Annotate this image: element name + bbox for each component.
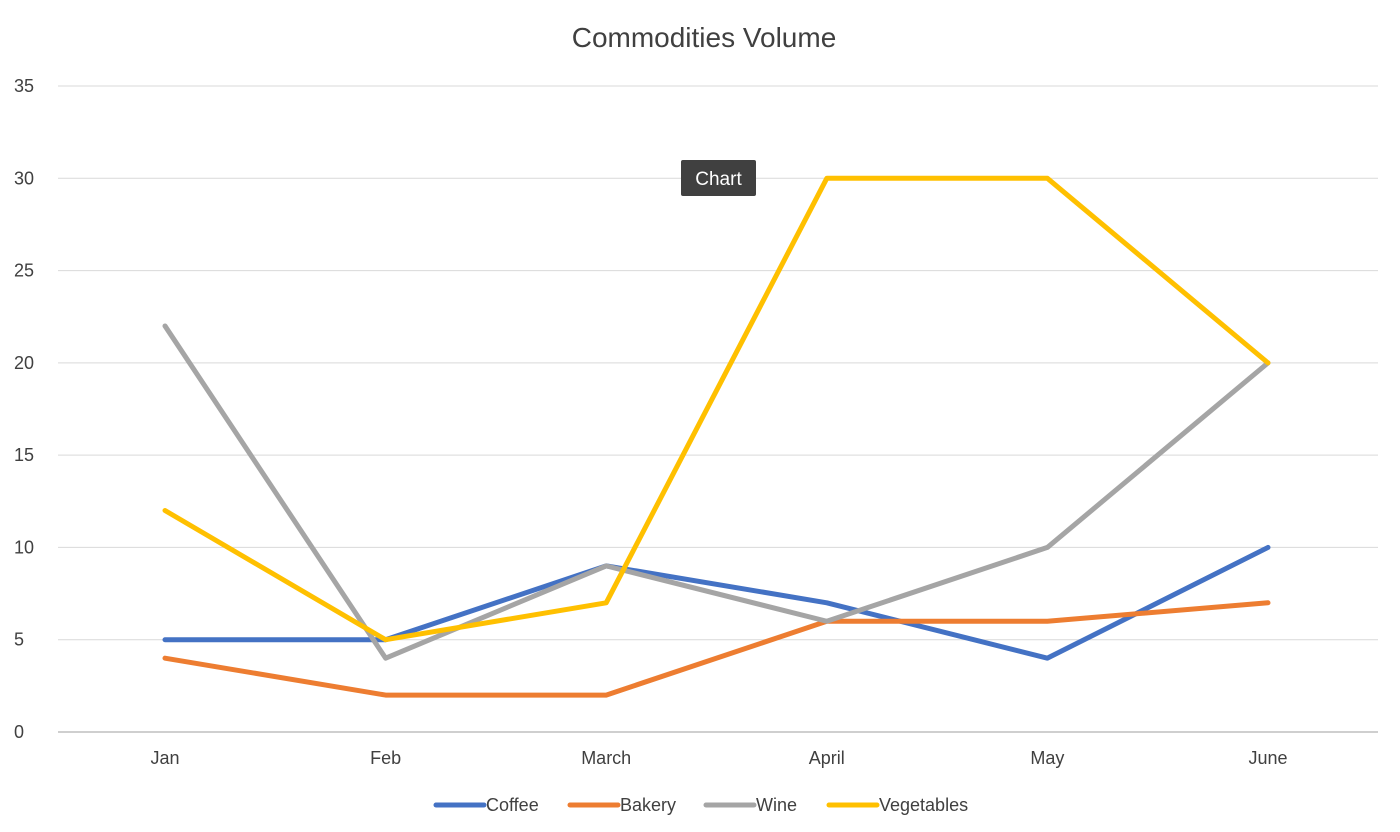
x-tick-label: June — [1248, 748, 1287, 768]
y-tick-label: 15 — [14, 445, 34, 465]
legend-item-bakery: Bakery — [567, 795, 676, 815]
legend-item-wine: Wine — [703, 795, 797, 815]
y-tick-label: 35 — [14, 76, 34, 96]
tooltip-box — [681, 160, 756, 196]
legend-item-coffee: Coffee — [433, 795, 539, 815]
chart-tooltip: Chart — [681, 160, 756, 196]
legend-label: Vegetables — [879, 795, 968, 815]
y-tick-label: 10 — [14, 537, 34, 557]
series-line-vegetables — [162, 175, 1271, 643]
tooltip-label: Chart — [695, 169, 742, 190]
x-tick-label: May — [1030, 748, 1064, 768]
series-line-wine — [162, 323, 1271, 661]
legend-label: Coffee — [486, 795, 539, 815]
y-tick-label: 30 — [14, 168, 34, 188]
series-lines — [162, 175, 1271, 698]
x-tick-label: Feb — [370, 748, 401, 768]
y-tick-label: 25 — [14, 261, 34, 281]
y-axis-ticks: 0 5 10 15 20 25 30 35 — [14, 76, 34, 742]
series-line-bakery — [162, 600, 1271, 698]
legend: Coffee Bakery Wine Vegetables — [433, 795, 968, 815]
x-tick-label: March — [581, 748, 631, 768]
y-tick-label: 5 — [14, 630, 24, 650]
legend-label: Wine — [756, 795, 797, 815]
chart-title: Commodities Volume — [572, 22, 837, 53]
x-tick-label: Jan — [150, 748, 179, 768]
y-tick-label: 0 — [14, 722, 24, 742]
x-tick-label: April — [809, 748, 845, 768]
y-tick-label: 20 — [14, 353, 34, 373]
legend-label: Bakery — [620, 795, 676, 815]
legend-item-vegetables: Vegetables — [826, 795, 968, 815]
x-axis-ticks: Jan Feb March April May June — [150, 748, 1287, 768]
series-line-coffee — [162, 544, 1271, 661]
